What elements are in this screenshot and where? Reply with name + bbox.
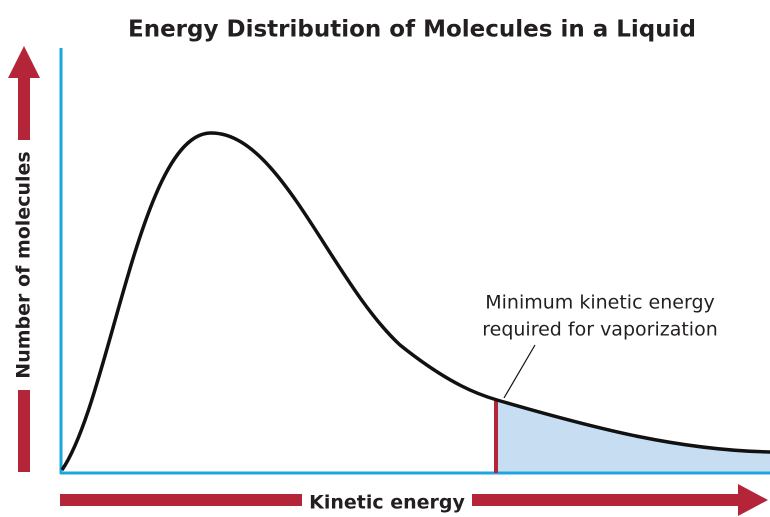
x-arrow-head xyxy=(738,484,768,516)
x-axis-label: Kinetic energy xyxy=(309,492,465,514)
annotation-line: Minimum kinetic energy xyxy=(485,292,715,314)
distribution-curve xyxy=(60,131,770,471)
y-arrow-head xyxy=(8,46,40,78)
annotation-line: required for vaporization xyxy=(482,319,718,341)
title: Energy Distribution of Molecules in a Li… xyxy=(128,17,696,43)
y-label-gap xyxy=(10,140,38,390)
pointer-line xyxy=(503,344,536,399)
x-label-gap xyxy=(302,488,472,517)
y-axis-label: Number of molecules xyxy=(13,151,35,378)
